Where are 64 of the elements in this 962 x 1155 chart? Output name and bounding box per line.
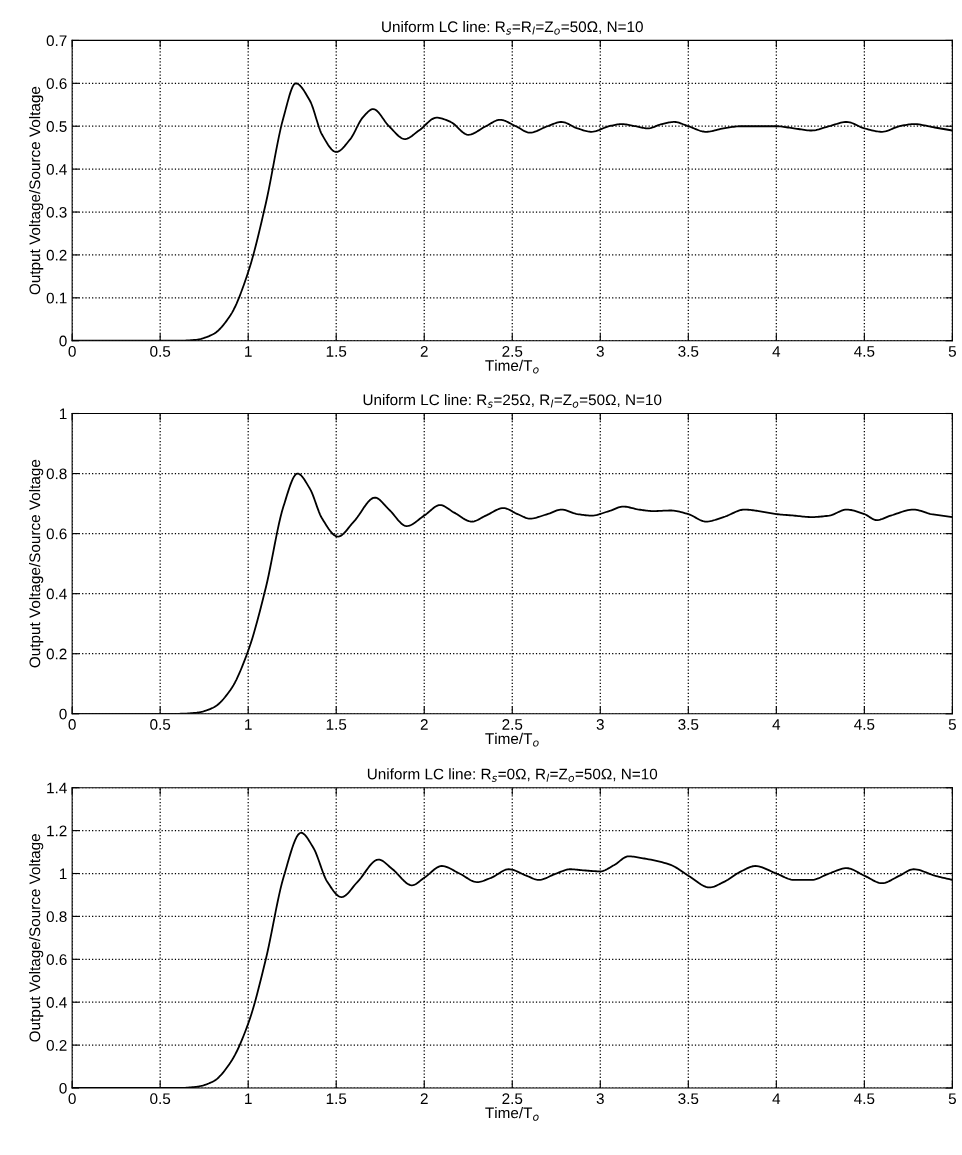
x-tick-label: 2.5 — [502, 1093, 523, 1105]
x-tick-label: 0 — [68, 1093, 76, 1105]
chart-title: Uniform LC line: R$_{s}$=25Ω, R$_{l}$=Z$_{o}$=50Ω, N=10 — [363, 394, 662, 408]
y-tick-label: 0.4 — [46, 163, 67, 175]
x-tick-label: 2.5 — [502, 719, 523, 730]
x-tick-label: 5 — [948, 346, 956, 357]
x-tick-label: 4.5 — [854, 1093, 875, 1105]
x-tick-label: 0.5 — [150, 345, 171, 357]
y-tick-label: 0.6 — [46, 954, 67, 965]
x-tick-label: 3 — [596, 719, 604, 730]
x-axis-title: Time/T$_{o}$ — [485, 732, 539, 747]
x-tick-label: 3.5 — [678, 1093, 699, 1105]
x-tick-label: 1.5 — [326, 719, 347, 730]
y-tick-label: 0.4 — [46, 997, 67, 1008]
x-tick-label: 3.5 — [678, 719, 699, 730]
x-tick-label: 5 — [948, 1093, 956, 1105]
x-tick-label: 4 — [772, 346, 781, 357]
x-tick-label: 3 — [596, 1093, 604, 1105]
y-tick-label: 0.3 — [46, 206, 67, 218]
x-tick-label: 0 — [68, 719, 76, 730]
chart-title: Uniform LC line: R$_{s}$=R$_{l}$=Z$_{o}$=50Ω, N=10 — [382, 20, 643, 35]
y-tick-label: 0.2 — [46, 648, 67, 660]
chart-title: Uniform LC line: R$_{s}$=0Ω, R$_{l}$=Z$_{o}$=50Ω, N=10 — [367, 768, 658, 782]
y-tick-label: 1 — [59, 868, 67, 880]
x-tick-label: 4 — [772, 719, 781, 730]
y-tick-label: 0.1 — [46, 292, 67, 304]
y-tick-label: 0.6 — [46, 78, 67, 90]
x-tick-label: 4 — [772, 1093, 781, 1104]
y-tick-label: 0.5 — [46, 121, 67, 132]
y-tick-label: 1 — [59, 408, 67, 420]
y-tick-label: 0 — [59, 708, 67, 720]
y-axis-title: Output Voltage/Source Voltage — [29, 834, 44, 1042]
x-tick-label: 4.5 — [854, 719, 875, 730]
y-tick-label: 0.7 — [46, 35, 67, 47]
x-tick-label: 1.5 — [326, 346, 347, 357]
x-tick-label: 2.5 — [502, 345, 523, 357]
x-tick-label: 1 — [245, 719, 252, 730]
y-tick-label: 1.4 — [47, 782, 67, 794]
x-tick-label: 3.5 — [678, 345, 699, 357]
y-tick-label: 0.8 — [46, 468, 67, 480]
x-tick-label: 2 — [420, 345, 428, 357]
y-tick-label: 0.6 — [46, 528, 67, 540]
x-tick-label: 5 — [948, 719, 956, 730]
y-tick-label: 0.2 — [46, 249, 67, 261]
y-tick-label: 1.2 — [47, 825, 67, 837]
y-tick-label: 0 — [59, 335, 67, 347]
y-tick-label: 0 — [59, 1082, 67, 1094]
y-axis-title: Output Voltage/Source Voltage — [29, 459, 44, 668]
x-tick-label: 1.5 — [326, 1093, 347, 1105]
x-tick-label: 0.5 — [150, 1093, 171, 1105]
y-tick-label: 0.8 — [46, 911, 67, 923]
x-axis-title: Time/T$_{o}$ — [485, 359, 539, 374]
x-tick-label: 1 — [245, 1093, 252, 1104]
x-tick-label: 0.5 — [150, 719, 171, 730]
x-tick-label: 2 — [420, 1093, 428, 1104]
x-tick-label: 1 — [245, 346, 252, 357]
x-tick-label: 2 — [420, 719, 428, 730]
y-tick-label: 0.2 — [46, 1039, 67, 1051]
x-tick-label: 0 — [68, 345, 76, 357]
y-axis-title: Output Voltage/Source Voltage — [29, 86, 44, 295]
x-axis-title: Time/T$_{o}$ — [485, 1107, 539, 1121]
y-tick-label: 0.4 — [46, 588, 67, 600]
x-tick-label: 3 — [596, 345, 604, 357]
x-tick-label: 4.5 — [854, 346, 875, 357]
